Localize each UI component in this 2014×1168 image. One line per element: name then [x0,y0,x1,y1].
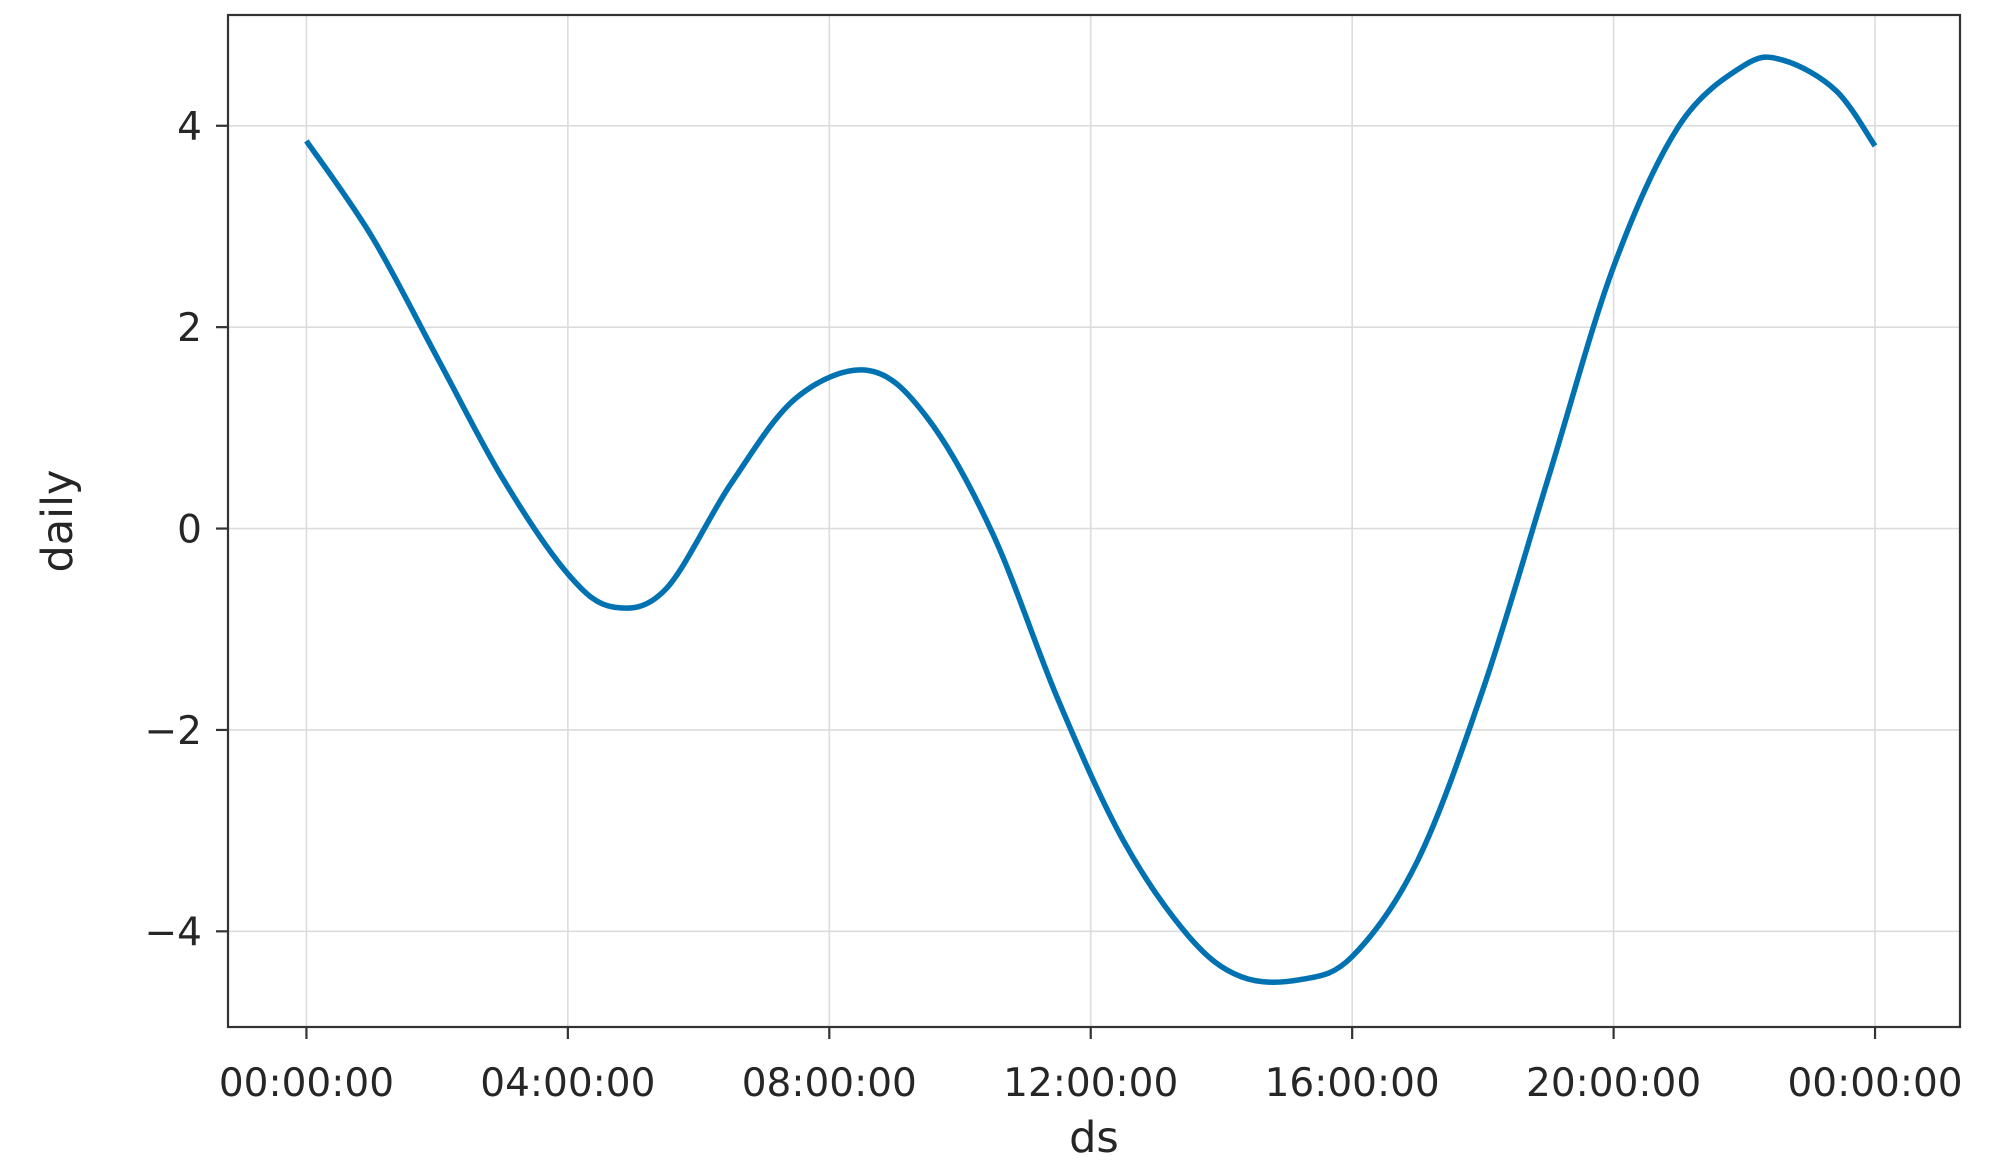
daily-series-line [304,54,1878,985]
x-tick-label: 16:00:00 [1265,1061,1440,1106]
y-axis: −4 −2 0 2 4 [145,105,228,955]
y-tick-label: −2 [145,709,203,754]
x-tick-label: 08:00:00 [742,1061,917,1106]
y-tick-label: −4 [145,910,203,955]
y-tick-label: 0 [177,508,202,553]
plot-frame [226,13,1962,1029]
x-tick-label: 00:00:00 [219,1061,394,1106]
x-axis: 00:00:00 04:00:00 08:00:00 12:00:00 16:00:00… [219,1027,1963,1106]
y-tick-label: 4 [177,105,202,150]
x-tick-label: 20:00:00 [1526,1061,1701,1106]
x-tick-label: 00:00:00 [1787,1061,1962,1106]
x-axis-label: ds [1069,1113,1119,1163]
x-tick-label: 12:00:00 [1003,1061,1178,1106]
grid [228,15,1960,1027]
series-layer [304,54,1878,985]
y-axis-label: daily [33,470,83,573]
y-tick-label: 2 [177,306,202,351]
x-tick-label: 04:00:00 [480,1061,655,1106]
